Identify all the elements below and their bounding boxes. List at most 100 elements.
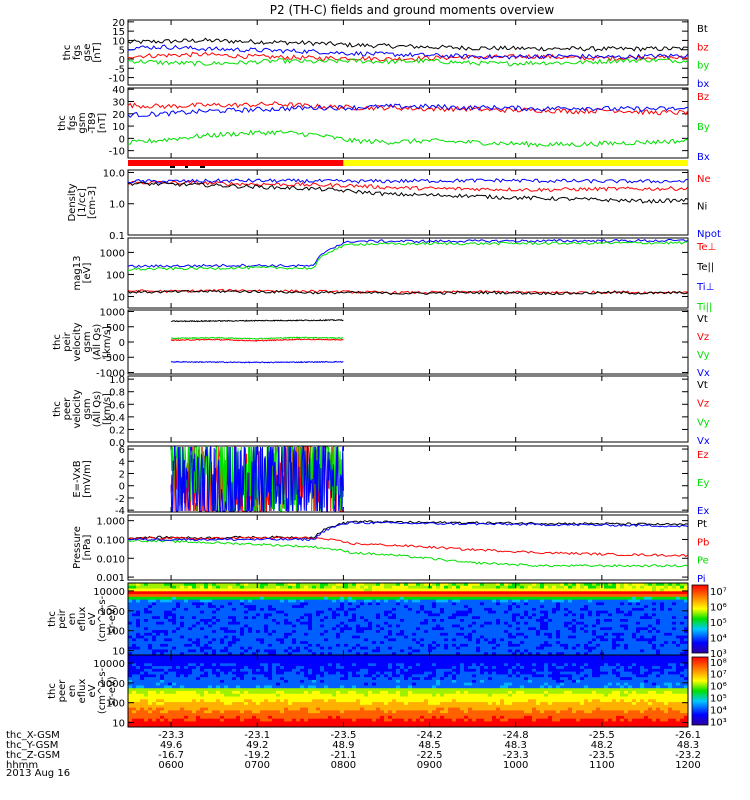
efield-legend-2: Ex <box>697 506 709 517</box>
xaxis-value-2-3: -22.5 <box>417 750 443 761</box>
peer-spectrogram-colorbar-tick-3: 10⁵ <box>710 694 727 705</box>
efield-ytick-2: 2 <box>119 470 125 481</box>
temperature-ylabel: mag13[eV] <box>72 256 93 291</box>
density-legend-1: Ni <box>697 202 707 213</box>
xaxis-row-label-1: thc_Y-GSM <box>6 740 58 751</box>
peer-velocity-panel: 1.0 0.80.6 0.40.2 0.0 thcpeervelocitygsm(All… <box>52 375 710 449</box>
density-panel: 10.0 1.0 0.1 Density[1/cc][cm-3] Ne Ni Npot <box>67 168 721 242</box>
fgs-gsm-ytick-3: 10 <box>112 122 125 133</box>
density-legend-0: Ne <box>697 174 711 185</box>
pressure-series-3 <box>127 521 689 542</box>
peer-spectrogram-ytick-0: 10000 <box>93 659 125 670</box>
peir-velocity-ytick-4: -1000 <box>96 368 125 379</box>
xaxis-value-1-0: 49.6 <box>160 740 182 751</box>
fgs-gsm-ytick-4: 0 <box>119 134 125 145</box>
fgs-gsm-series-2 <box>127 103 689 119</box>
peir-velocity-series-2 <box>171 336 344 340</box>
fgs-gsm-ytick-1: 30 <box>112 98 125 109</box>
peer-spectrogram-cells <box>128 655 689 728</box>
efield-series-2 <box>170 445 344 512</box>
peir-velocity-legend-0: Vt <box>697 314 708 325</box>
temperature-series-1 <box>127 289 689 296</box>
fgs-gse-ytick-4: 0 <box>119 55 125 66</box>
fgs-gse-legend-0: Bt <box>697 24 708 35</box>
peer-spectrogram-colorbar-tick-1: 10⁷ <box>710 670 727 681</box>
pressure-series-2 <box>127 539 689 568</box>
xaxis-value-1-3: 48.5 <box>418 740 440 751</box>
fgs-gsm-ylabel: thcfgsgsm-T89[nT] <box>57 112 108 134</box>
peir-velocity-ylabel: thcpeirvelocitygsm(All Qs)[km/s] <box>52 322 113 361</box>
peir-spectrogram-colorbar-tick-2: 10⁵ <box>710 618 727 629</box>
efield-frame <box>127 445 689 513</box>
fgs-gse-ytick-6: -10 <box>109 74 125 85</box>
peer-velocity-frame <box>127 375 689 443</box>
fgs-gsm-ytick-2: 20 <box>112 110 125 121</box>
temperature-legend-0: Te⊥ <box>696 242 716 253</box>
fgs-gsm-legend-2: Bx <box>697 152 710 163</box>
peer-velocity-legend-0: Vt <box>697 380 708 391</box>
xaxis-value-1-6: 48.3 <box>677 740 699 751</box>
peer-spectrogram-colorbar-tick-4: 10⁴ <box>710 705 727 716</box>
peir-velocity-ytick-3: -500 <box>102 353 125 364</box>
peir-spectrogram-colorbar-tick-3: 10⁴ <box>710 634 727 645</box>
peir-velocity-legend-2: Vy <box>697 350 710 361</box>
fgs-gse-frame <box>127 19 689 86</box>
temperature-frame <box>127 237 689 309</box>
peer-spectrogram-ylabel: thcpeerenefluxeV(cm^2-s-sr-eV) <box>47 667 118 714</box>
peir-velocity-series-3 <box>170 360 344 364</box>
peir-spectrogram-colorbar-tick-4: 10³ <box>710 649 727 660</box>
fgs-gse-series-3 <box>127 44 689 60</box>
xaxis-value-0-0: -23.3 <box>158 730 184 741</box>
mode-segment-0 <box>128 160 344 166</box>
xaxis-value-3-3: 0900 <box>417 760 442 771</box>
xaxis-value-3-4: 1000 <box>503 760 528 771</box>
peer-velocity-ytick-5: 0.0 <box>109 438 125 449</box>
temperature-legend-3: Ti|| <box>696 302 712 313</box>
peer-velocity-ytick-0: 1.0 <box>109 375 125 386</box>
xaxis-value-0-2: -23.5 <box>330 730 356 741</box>
density-ytick-1: 1.0 <box>109 200 125 211</box>
pressure-legend-3: Pi <box>697 574 706 585</box>
fgs-gsm-legend-0: Bz <box>697 92 709 103</box>
date-label: 2013 Aug 16 <box>6 768 70 779</box>
xaxis-value-2-2: -21.1 <box>330 750 356 761</box>
peir-spectrogram-ylabel: thcpeirenefluxeV(cm^2-s-sr-eV) <box>47 595 118 642</box>
fgs-gse-legend-1: bz <box>697 42 709 53</box>
pressure-ytick-2: 0.010 <box>96 554 125 565</box>
xaxis-value-3-1: 0700 <box>245 760 270 771</box>
xaxis-value-2-6: -23.2 <box>675 750 701 761</box>
temperature-ytick-1: 100 <box>106 270 125 281</box>
mode-segment-1 <box>343 160 688 166</box>
density-ytick-2: 0.1 <box>109 231 125 242</box>
mode-mark-1 <box>185 166 188 168</box>
xaxis-value-0-6: -26.1 <box>675 730 701 741</box>
peer-velocity-ytick-4: 0.2 <box>109 425 125 436</box>
temperature-ytick-2: 10 <box>112 292 125 303</box>
pressure-frame <box>127 514 689 581</box>
fgs-gse-series-0 <box>127 37 689 52</box>
density-ytick-0: 10.0 <box>103 168 125 179</box>
density-series-1 <box>127 181 689 204</box>
fgs-gsm-series-0 <box>127 101 689 116</box>
fgs-gsm-series-1 <box>127 129 689 148</box>
pressure-ytick-3: 0.001 <box>96 573 125 584</box>
peir-spectrogram-ytick-0: 10000 <box>93 587 125 598</box>
peir-velocity-legend-3: Vx <box>697 368 710 379</box>
xaxis-value-0-4: -24.8 <box>503 730 529 741</box>
peir-spectrogram-colorbar <box>691 584 709 654</box>
peir-velocity-series-0 <box>170 318 344 323</box>
fgs-gse-series-1 <box>127 51 689 62</box>
efield-ytick-5: -4 <box>115 506 125 517</box>
peer-velocity-ylabel: thcpeervelocitygsm(All Qs)[km/s] <box>52 389 113 428</box>
peir-spectrogram-colorbar-tick-0: 10⁷ <box>710 587 727 598</box>
peer-spectrogram-colorbar-tick-2: 10⁶ <box>710 682 727 693</box>
xaxis-value-0-1: -23.1 <box>244 730 270 741</box>
xaxis-value-3-6: 1200 <box>675 760 700 771</box>
fgs-gse-ytick-1: 15 <box>112 27 125 38</box>
peer-spectrogram-colorbar <box>691 656 709 726</box>
xaxis-value-3-2: 0800 <box>331 760 356 771</box>
temperature-series-0 <box>127 288 689 295</box>
pressure-ytick-0: 1.000 <box>96 517 125 528</box>
